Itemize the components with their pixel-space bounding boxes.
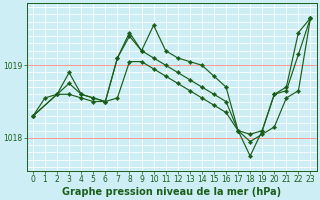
X-axis label: Graphe pression niveau de la mer (hPa): Graphe pression niveau de la mer (hPa): [62, 187, 281, 197]
